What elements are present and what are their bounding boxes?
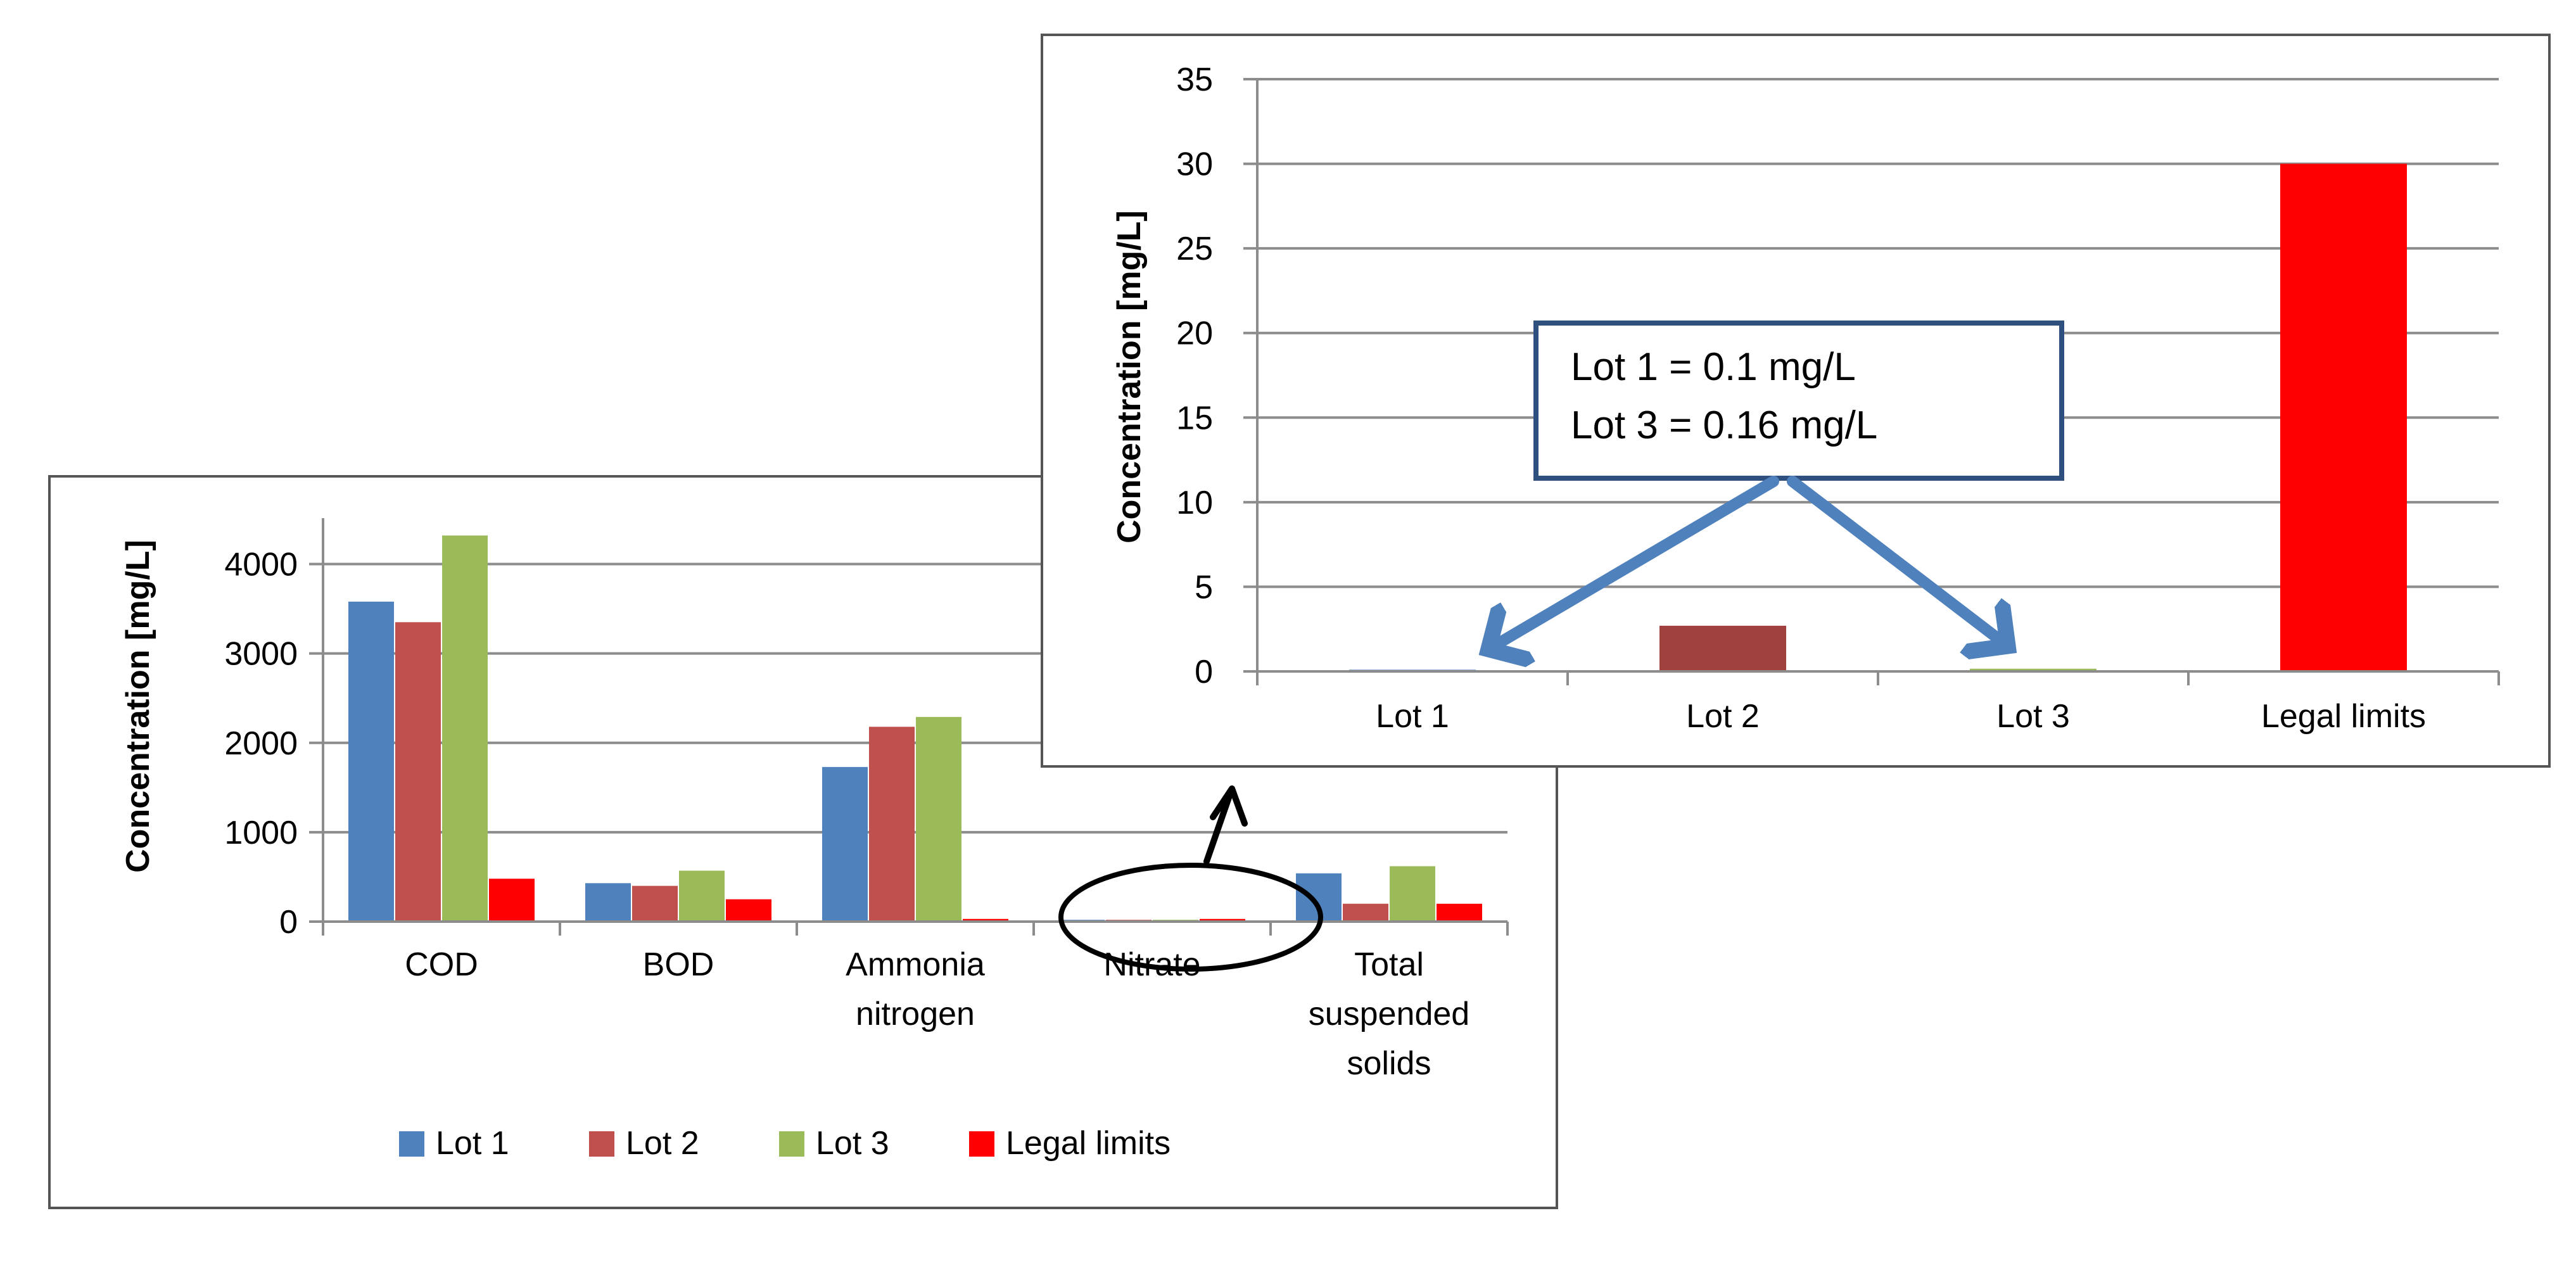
bar-lot-1-cod <box>348 601 394 922</box>
legend-swatch-lot-2 <box>589 1131 614 1157</box>
bar-lot-1-ammonia-nitrogen <box>822 766 868 922</box>
arrow-to-lot3 <box>1787 476 2008 646</box>
bar-lot-3-cod <box>442 535 488 922</box>
inset-y-tick-label: 0 <box>1195 654 1213 690</box>
bar-legal-limits-ammonia-nitrogen <box>963 918 1008 922</box>
inset-bar-lot-2 <box>1659 625 1786 671</box>
inset-concentration-chart: 0 5 10 15 20 25 30 35 Lot 1 Lot 2 Lot 3 Legal limi… <box>1041 34 2551 768</box>
main-y-tick-label: 0 <box>279 904 298 941</box>
main-x-category-label: COD <box>405 946 478 983</box>
inset-y-tick-label: 35 <box>1176 61 1213 98</box>
bar-lot-2-total-suspended-solids <box>1343 903 1388 922</box>
bar-lot-3-ammonia-nitrogen <box>916 716 961 922</box>
bar-legal-limits-bod <box>726 899 771 922</box>
zoom-arrow <box>1203 785 1248 865</box>
main-y-tick-label: 3000 <box>224 636 298 673</box>
inset-y-tick-label: 10 <box>1176 485 1213 521</box>
annotation-line-2: Lot 3 = 0.16 mg/L <box>1571 403 1877 447</box>
main-legend: Lot 1 Lot 2 Lot 3 Legal limits <box>399 1125 1171 1162</box>
inset-x-category-label: Legal limits <box>2261 698 2426 735</box>
main-y-tick-label: 1000 <box>224 815 298 851</box>
inset-y-tick-label: 5 <box>1195 569 1213 606</box>
bar-legal-limits-cod <box>489 879 535 922</box>
inset-y-axis-label: Concentration [mg/L] <box>1111 210 1148 543</box>
main-x-category-label: BOD <box>643 946 714 983</box>
inset-y-tick-label: 20 <box>1176 315 1213 352</box>
annotation-box <box>1533 321 2064 481</box>
main-y-axis-label: Concentration [mg/L] <box>120 540 156 873</box>
bar-lot-2-cod <box>395 622 441 922</box>
inset-annotation-callout: Lot 1 = 0.1 mg/L Lot 3 = 0.16 mg/L <box>1533 321 2064 481</box>
inset-y-tick-label: 30 <box>1176 146 1213 183</box>
bar-lot-2-ammonia-nitrogen <box>869 727 915 922</box>
legend-label-lot-3: Lot 3 <box>816 1125 889 1162</box>
bar-legal-limits-nitrate <box>1200 918 1245 922</box>
annotation-line-1: Lot 1 = 0.1 mg/L <box>1571 345 1856 389</box>
main-x-category-label: Total suspended solids <box>1309 946 1469 1082</box>
legend-label-lot-2: Lot 2 <box>626 1125 699 1162</box>
legend-swatch-lot-3 <box>779 1131 804 1157</box>
inset-bar-legal-limits <box>2280 163 2407 672</box>
bar-lot-3-bod <box>679 870 725 922</box>
bar-legal-limits-total-suspended-solids <box>1437 903 1482 922</box>
bar-lot-3-total-suspended-solids <box>1390 866 1435 922</box>
inset-x-category-label: Lot 2 <box>1686 698 1760 735</box>
inset-bar-lot-3 <box>1970 668 2097 671</box>
inset-x-category-label: Lot 1 <box>1376 698 1449 735</box>
inset-x-category-label: Lot 3 <box>1996 698 2070 735</box>
main-y-tick-label: 4000 <box>224 547 298 583</box>
legend-swatch-legal-limits <box>969 1131 994 1157</box>
nitrate-highlight-ellipse <box>1058 863 1323 972</box>
legend-label-legal-limits: Legal limits <box>1006 1125 1171 1162</box>
inset-y-tick-label: 15 <box>1176 400 1213 436</box>
main-x-category-label: Ammonia nitrogen <box>846 946 985 1032</box>
main-y-tick-label: 2000 <box>224 725 298 762</box>
legend-label-lot-1: Lot 1 <box>436 1125 509 1162</box>
arrow-to-lot1 <box>1488 476 1779 649</box>
bar-lot-1-bod <box>585 883 631 922</box>
bar-lot-2-bod <box>632 886 678 922</box>
legend-swatch-lot-1 <box>399 1131 424 1157</box>
inset-y-tick-label: 25 <box>1176 231 1213 267</box>
